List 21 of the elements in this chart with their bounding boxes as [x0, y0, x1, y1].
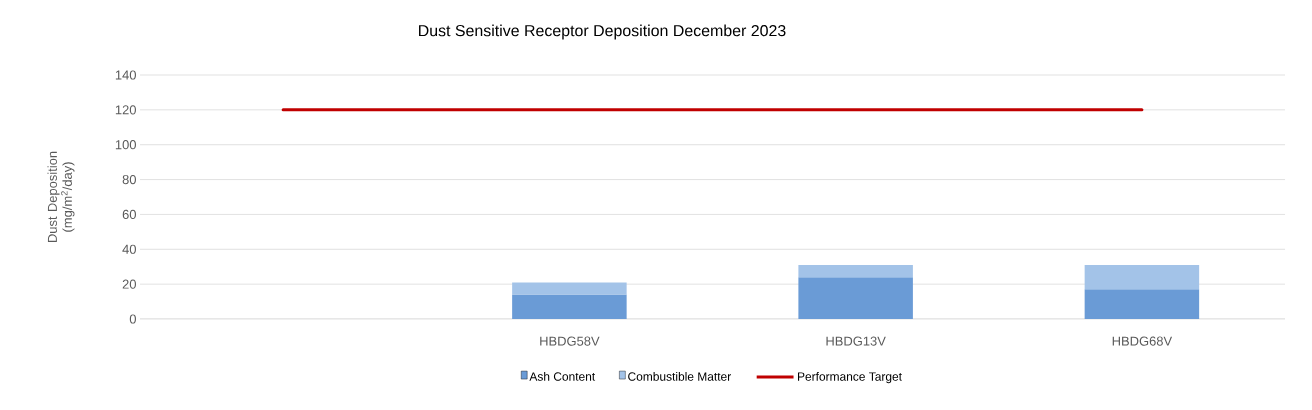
y-tick-label: 140	[115, 70, 136, 80]
legend-label: Combustible Matter	[628, 371, 731, 381]
legend-label: Performance Target	[798, 371, 902, 384]
x-tick-label: HBDG68V	[1112, 336, 1173, 346]
y-tick-label: 100	[115, 140, 136, 150]
bar	[1084, 264, 1200, 290]
y-tick-label: 80	[122, 174, 136, 185]
legend-label: Ash Content	[529, 371, 596, 381]
bar	[798, 277, 913, 319]
bar	[1084, 289, 1200, 319]
y-tick-label: 20	[122, 279, 136, 289]
x-tick-label: HBDG13V	[826, 336, 886, 346]
bar	[798, 264, 913, 278]
chart-title: Dust Sensitive Receptor Deposition December 2023	[419, 24, 786, 40]
bar	[512, 282, 627, 295]
y-tick-label: 60	[122, 209, 136, 220]
y-tick-label: 0	[129, 314, 136, 324]
y-tick-label: 120	[115, 105, 136, 115]
x-tick-label: HBDG58V	[540, 336, 600, 346]
bar	[512, 294, 627, 319]
y-tick-label: 40	[122, 244, 136, 254]
